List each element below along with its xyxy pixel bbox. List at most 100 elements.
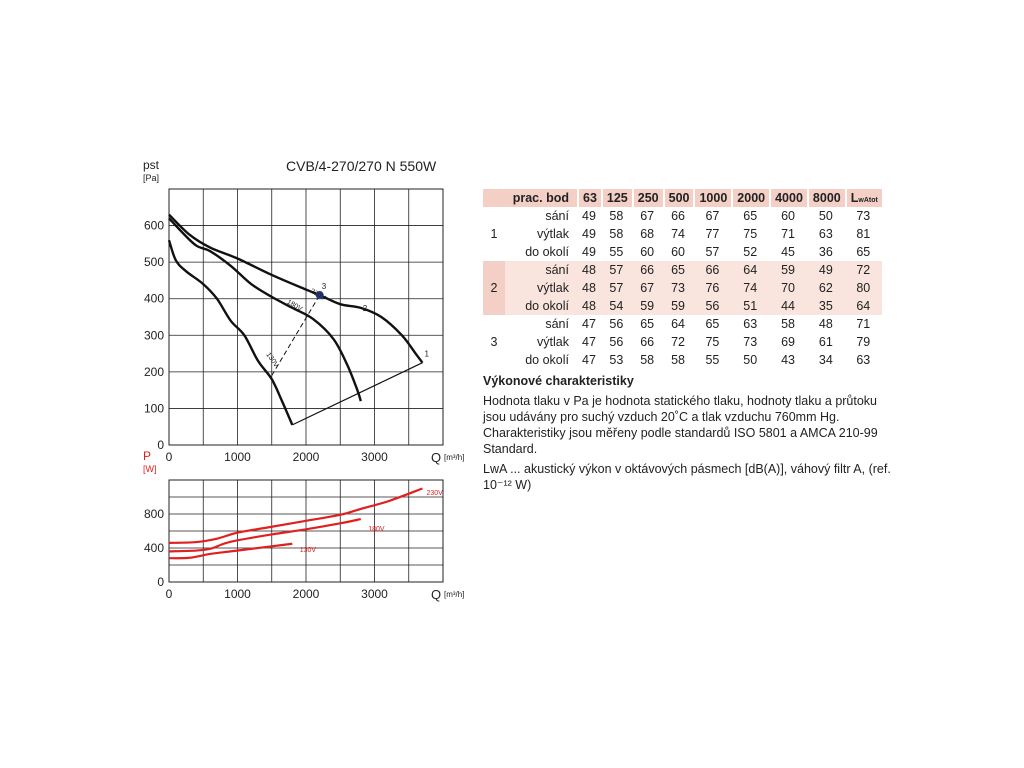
value-cell: 64 bbox=[844, 297, 882, 315]
value-cell: 66 bbox=[640, 335, 655, 349]
y-tick-label: 300 bbox=[144, 328, 164, 342]
x-axis-unit: [m³/h] bbox=[444, 453, 464, 462]
value-cell: 65 bbox=[856, 245, 871, 259]
x-tick-label: 3000 bbox=[361, 587, 388, 601]
point-label: 1 bbox=[424, 350, 429, 359]
value-cell: 49 bbox=[582, 209, 596, 223]
value-cell: 74 bbox=[731, 279, 770, 297]
value-cell: 73 bbox=[743, 335, 758, 349]
value-cell: 73 bbox=[662, 279, 694, 297]
acoustic-table-wrapper: prac. bod 63 125 250 500 1000 2000 4000 8000 LwAt… bbox=[483, 189, 882, 369]
value-cell: 66 bbox=[671, 209, 685, 223]
value-cell: 65 bbox=[640, 317, 655, 331]
table-row: sání 49 58 67 66 67 65 60 50 73 bbox=[483, 207, 882, 225]
value-cell: 61 bbox=[818, 335, 833, 349]
x-axis-unit: [m³/h] bbox=[444, 590, 464, 599]
value-cell: 64 bbox=[731, 261, 770, 279]
header-125: 125 bbox=[600, 189, 632, 207]
value-cell: 77 bbox=[705, 227, 720, 241]
power-series-130v-line bbox=[168, 542, 293, 560]
value-cell: 56 bbox=[693, 297, 732, 315]
header-63: 63 bbox=[577, 189, 601, 207]
y-tick-label: 800 bbox=[144, 507, 164, 521]
header-work-point: prac. bod bbox=[483, 189, 577, 207]
value-cell: 67 bbox=[705, 209, 720, 223]
value-cell: 66 bbox=[631, 261, 663, 279]
table-row: do okolí 48 54 59 59 56 51 44 35 64 bbox=[483, 297, 882, 315]
value-cell: 80 bbox=[844, 279, 882, 297]
value-cell: 45 bbox=[781, 245, 795, 259]
work-point-cell: 1 bbox=[490, 227, 498, 241]
value-cell: 50 bbox=[743, 353, 758, 367]
value-cell: 66 bbox=[693, 261, 732, 279]
table-row: do okolí 49 55 60 60 57 52 45 36 65 bbox=[483, 243, 882, 261]
table-header-row: prac. bod 63 125 250 500 1000 2000 4000 8000 LwAt… bbox=[483, 189, 882, 207]
y-tick-label: 600 bbox=[144, 219, 164, 233]
x-tick-label: 0 bbox=[166, 450, 173, 464]
value-cell: 60 bbox=[781, 209, 795, 223]
y-tick-label: 0 bbox=[157, 438, 164, 452]
value-cell: 75 bbox=[743, 227, 758, 241]
mode-cell: do okolí bbox=[525, 245, 569, 259]
value-cell: 48 bbox=[577, 261, 601, 279]
value-cell: 71 bbox=[781, 227, 795, 241]
x-axis-label: Q bbox=[431, 587, 441, 602]
point-label: 2 bbox=[363, 304, 368, 313]
value-cell: 63 bbox=[818, 227, 833, 241]
work-point-cell bbox=[483, 297, 505, 315]
x-tick-label: 1000 bbox=[224, 587, 251, 601]
lw-subscript: wAtot bbox=[858, 197, 878, 204]
value-cell: 57 bbox=[705, 245, 720, 259]
value-cell: 36 bbox=[818, 245, 833, 259]
operating-point-marker bbox=[315, 291, 324, 300]
table-row: 1 výtlak 49 58 68 74 77 75 71 63 81 bbox=[483, 225, 882, 243]
plot-frame bbox=[168, 479, 444, 583]
value-cell: 58 bbox=[609, 227, 624, 241]
value-cell: 60 bbox=[640, 245, 655, 259]
chart-title: CVB/4-270/270 N 550W bbox=[286, 158, 437, 174]
work-point-cell bbox=[483, 261, 505, 279]
value-cell: 67 bbox=[631, 279, 663, 297]
point-label: 3 bbox=[322, 282, 327, 291]
value-cell: 48 bbox=[818, 317, 833, 331]
value-cell: 59 bbox=[769, 261, 807, 279]
value-cell: 49 bbox=[582, 227, 596, 241]
value-cell: 43 bbox=[781, 353, 795, 367]
value-cell: 55 bbox=[705, 353, 720, 367]
power-curve-label: 230V bbox=[426, 490, 443, 497]
value-cell: 70 bbox=[769, 279, 807, 297]
value-cell: 55 bbox=[609, 245, 624, 259]
value-cell: 79 bbox=[856, 335, 871, 349]
table-row: do okolí 47 53 58 58 55 50 43 34 63 bbox=[483, 351, 882, 369]
x-axis-label: Q bbox=[431, 450, 441, 465]
work-point-cell: 2 bbox=[483, 279, 505, 297]
value-cell: 59 bbox=[631, 297, 663, 315]
x-tick-label: 1000 bbox=[224, 450, 251, 464]
value-cell: 76 bbox=[693, 279, 732, 297]
value-cell: 57 bbox=[600, 279, 632, 297]
value-cell: 68 bbox=[640, 227, 655, 241]
header-1000: 1000 bbox=[693, 189, 732, 207]
x-tick-label: 2000 bbox=[293, 450, 320, 464]
boundary-line bbox=[292, 362, 423, 426]
mode-cell: sání bbox=[545, 317, 569, 331]
mode-cell: sání bbox=[545, 209, 569, 223]
power-series-230v-line bbox=[168, 487, 423, 544]
value-cell: 53 bbox=[609, 353, 624, 367]
work-point-cell bbox=[483, 207, 505, 225]
value-cell: 75 bbox=[705, 335, 720, 349]
mode-cell: do okolí bbox=[505, 297, 577, 315]
y-axis-label: P bbox=[143, 449, 151, 463]
x-tick-label: 0 bbox=[166, 587, 173, 601]
y-tick-label: 400 bbox=[144, 292, 164, 306]
header-500: 500 bbox=[662, 189, 694, 207]
plot-frame bbox=[168, 188, 444, 446]
y-tick-label: 100 bbox=[144, 401, 164, 415]
header-4000: 4000 bbox=[769, 189, 807, 207]
value-cell: 48 bbox=[577, 297, 601, 315]
work-point-cell: 3 bbox=[490, 335, 498, 349]
value-cell: 64 bbox=[671, 317, 685, 331]
y-tick-label: 500 bbox=[144, 255, 164, 269]
value-cell: 35 bbox=[806, 297, 845, 315]
